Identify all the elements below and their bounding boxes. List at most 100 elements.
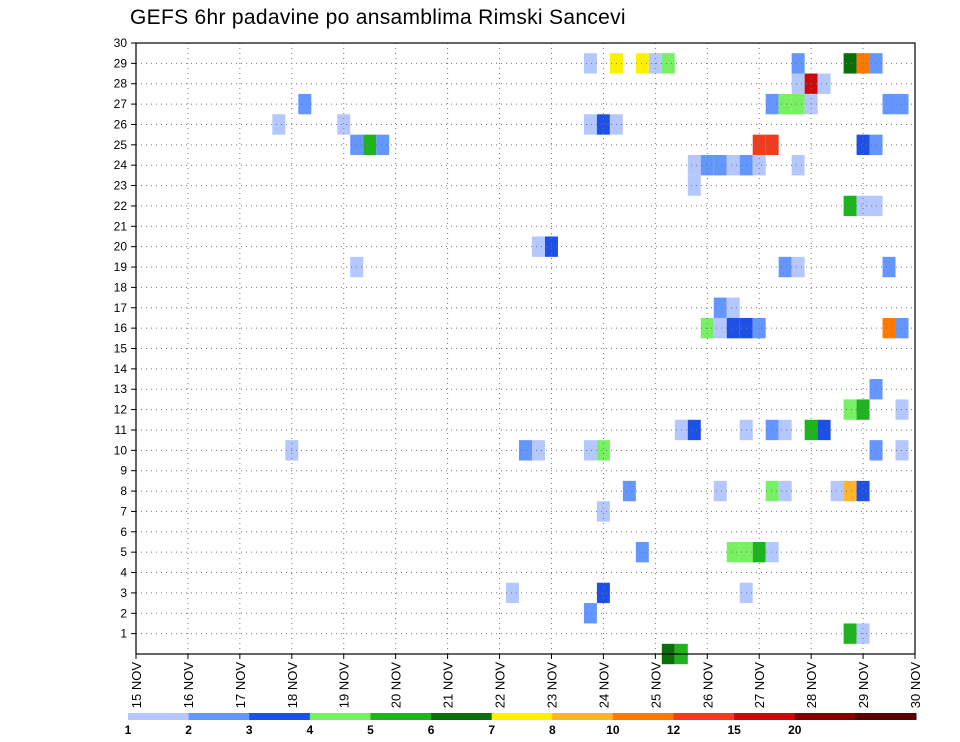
heatmap-cell bbox=[713, 155, 727, 176]
colorbar-segment bbox=[552, 713, 614, 720]
heatmap-cell bbox=[622, 480, 636, 502]
colorbar-label: 10 bbox=[606, 723, 620, 737]
colorbar-segment bbox=[612, 713, 675, 720]
heatmap-cell bbox=[596, 582, 610, 604]
heatmap-cell bbox=[726, 317, 740, 339]
y-tick-label: 13 bbox=[114, 382, 128, 396]
heatmap-cell bbox=[843, 53, 857, 74]
heatmap-cell bbox=[298, 93, 312, 115]
heatmap-cell bbox=[895, 399, 909, 420]
heatmap-cell bbox=[596, 114, 610, 135]
y-tick-label: 28 bbox=[114, 77, 128, 91]
x-tick-label: 26 NOV bbox=[700, 662, 715, 709]
x-tick-label: 27 NOV bbox=[752, 662, 767, 709]
y-tick-label: 4 bbox=[120, 566, 127, 580]
x-tick-label: 19 NOV bbox=[337, 662, 352, 709]
heatmap-cell bbox=[882, 317, 896, 339]
y-tick-label: 8 bbox=[120, 484, 127, 498]
heatmap-cell bbox=[882, 256, 896, 278]
heatmap-cell bbox=[843, 195, 857, 217]
heatmap-cell bbox=[765, 480, 779, 502]
y-tick-label: 22 bbox=[114, 199, 128, 213]
y-tick-label: 23 bbox=[114, 179, 128, 193]
x-tick-label: 18 NOV bbox=[285, 662, 300, 709]
y-tick-label: 20 bbox=[114, 240, 128, 254]
heatmap-cell bbox=[596, 440, 610, 461]
heatmap-cell bbox=[531, 440, 545, 461]
heatmap-cell bbox=[895, 440, 909, 461]
heatmap-cell bbox=[583, 603, 597, 624]
heatmap-cell bbox=[752, 155, 766, 176]
colorbar-segment bbox=[188, 713, 250, 720]
x-tick-label: 25 NOV bbox=[648, 662, 663, 709]
plot-area bbox=[136, 43, 915, 654]
heatmap-cell bbox=[583, 440, 597, 461]
heatmap-cell bbox=[687, 419, 701, 441]
heatmap-cell bbox=[596, 501, 610, 522]
heatmap-cell bbox=[583, 53, 597, 74]
heatmap-cell bbox=[752, 541, 766, 563]
colorbar-label: 4 bbox=[307, 723, 314, 737]
heatmap-cell bbox=[519, 440, 532, 461]
x-tick-label: 22 NOV bbox=[493, 662, 508, 709]
y-tick-label: 2 bbox=[120, 606, 127, 620]
chart-title: GEFS 6hr padavine po ansamblima Rimski S… bbox=[130, 6, 626, 29]
heatmap-cell bbox=[687, 175, 701, 196]
colorbar-label: 6 bbox=[428, 723, 435, 737]
colorbar-label: 1 bbox=[125, 723, 132, 737]
heatmap-cell bbox=[817, 419, 831, 441]
heatmap-cell bbox=[843, 623, 857, 644]
heatmap-cell bbox=[363, 134, 377, 156]
heatmap-cell bbox=[376, 134, 390, 156]
x-tick-label: 30 NOV bbox=[908, 662, 923, 709]
colorbar-label: 12 bbox=[667, 723, 681, 737]
colorbar-label: 5 bbox=[367, 723, 374, 737]
heatmap-cell bbox=[713, 317, 727, 339]
y-tick-label: 16 bbox=[114, 321, 128, 335]
heatmap-cell bbox=[895, 317, 909, 339]
x-tick-label: 16 NOV bbox=[181, 662, 196, 709]
y-tick-label: 14 bbox=[114, 362, 128, 376]
heatmap-cell bbox=[882, 93, 896, 115]
heatmap-cell bbox=[791, 93, 805, 115]
x-tick-label: 17 NOV bbox=[233, 662, 248, 709]
y-tick-label: 10 bbox=[114, 443, 128, 457]
y-tick-label: 24 bbox=[114, 158, 128, 172]
heatmap-cell bbox=[895, 93, 909, 115]
heatmap-cell bbox=[531, 236, 545, 257]
heatmap-cell bbox=[778, 93, 792, 115]
y-tick-label: 19 bbox=[114, 260, 128, 274]
heatmap-cell bbox=[661, 53, 675, 74]
heatmap-cell bbox=[791, 256, 805, 278]
y-tick-label: 27 bbox=[114, 97, 128, 111]
heatmap-cell bbox=[713, 480, 727, 502]
colorbar-label: 2 bbox=[185, 723, 192, 737]
x-tick-label: 15 NOV bbox=[129, 662, 144, 709]
colorbar-segment bbox=[855, 713, 917, 720]
heatmap-cell bbox=[635, 53, 649, 74]
colorbar-segment bbox=[794, 713, 856, 720]
colorbar-label: 3 bbox=[246, 723, 253, 737]
heatmap-cell bbox=[635, 541, 649, 563]
heatmap-cell bbox=[765, 134, 779, 156]
colorbar-segment bbox=[309, 713, 371, 720]
colorbar-segment bbox=[128, 713, 190, 720]
heatmap-cell bbox=[817, 73, 831, 94]
y-tick-label: 30 bbox=[114, 36, 128, 50]
x-tick-label: 24 NOV bbox=[596, 662, 611, 709]
heatmap-cell bbox=[713, 297, 727, 318]
heatmap-cell bbox=[337, 114, 351, 135]
y-tick-label: 6 bbox=[120, 525, 127, 539]
x-tick-label: 29 NOV bbox=[856, 662, 871, 709]
heatmap-cell bbox=[506, 582, 520, 604]
heatmap-cell bbox=[791, 73, 805, 94]
heatmap-cell bbox=[765, 419, 779, 441]
heatmap-cell bbox=[856, 399, 870, 420]
x-tick-label: 23 NOV bbox=[544, 662, 559, 709]
heatmap-cell bbox=[765, 541, 779, 563]
x-tick-label: 20 NOV bbox=[389, 662, 404, 709]
heatmap-cell bbox=[778, 480, 792, 502]
y-tick-label: 7 bbox=[120, 504, 127, 518]
heatmap-cell bbox=[830, 480, 844, 502]
